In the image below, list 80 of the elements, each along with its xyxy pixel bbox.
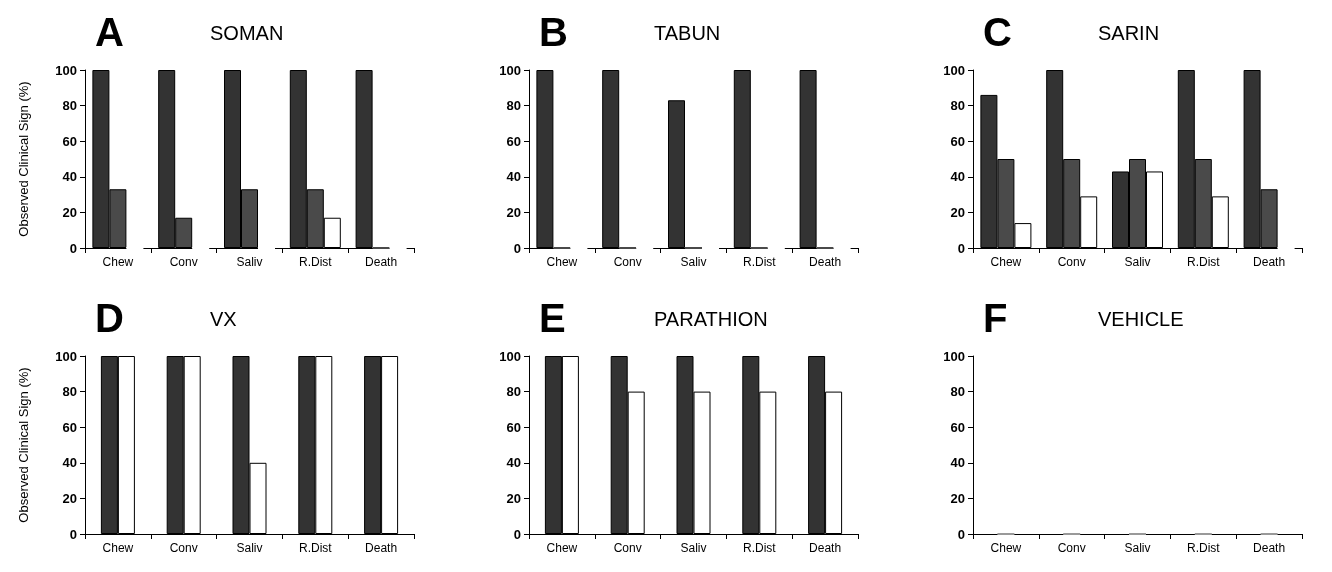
y-tick-label: 60 (506, 133, 521, 149)
y-tick-label: 40 (506, 455, 521, 471)
y-tick-label: 0 (957, 526, 965, 542)
x-tick-label: Death (365, 541, 398, 555)
chart-title: SARIN (1098, 22, 1160, 44)
x-tick-label: Saliv (680, 541, 707, 555)
y-tick-label: 0 (513, 240, 521, 256)
y-tick-label: 0 (69, 240, 77, 256)
y-tick-label: 60 (62, 419, 77, 435)
text: C (983, 10, 1012, 54)
x-tick-label: Conv (1057, 255, 1086, 269)
chart-title: PARATHION (654, 308, 768, 330)
x-tick-label: Conv (169, 541, 198, 555)
y-tick-label: 20 (62, 490, 77, 506)
y-tick-label: 80 (62, 98, 77, 114)
x-tick-label: R.Dist (1186, 255, 1221, 269)
y-tick-label: 40 (950, 455, 965, 471)
x-tick-label: Death (809, 255, 842, 269)
y-tick-label: 40 (506, 169, 521, 185)
y-tick-label: 40 (950, 169, 965, 185)
y-tick-label: 60 (62, 133, 77, 149)
x-tick-label: Conv (613, 541, 642, 555)
y-tick-label: 80 (506, 98, 521, 114)
x-tick-label: R.Dist (298, 541, 333, 555)
y-tick-label: 40 (62, 455, 77, 471)
y-tick-label: 60 (950, 419, 965, 435)
x-tick-label: Death (1253, 541, 1286, 555)
x-tick-label: Chew (990, 541, 1022, 555)
y-tick-label: 20 (950, 204, 965, 220)
x-tick-label: R.Dist (742, 255, 777, 269)
x-tick-label: Death (809, 541, 842, 555)
y-tick-label: 20 (950, 490, 965, 506)
y-tick-label: 60 (950, 133, 965, 149)
y-tick-label: 20 (506, 490, 521, 506)
x-tick-label: Chew (990, 255, 1022, 269)
x-tick-label: Saliv (1124, 541, 1151, 555)
text: F (983, 296, 1008, 340)
y-axis-title: Observed Clinical Sign (%) (16, 81, 31, 237)
x-tick-label: Death (365, 255, 398, 269)
x-tick-label: Saliv (1124, 255, 1151, 269)
y-tick-label: 40 (62, 169, 77, 185)
y-tick-label: 0 (69, 526, 77, 542)
x-tick-label: Saliv (680, 255, 707, 269)
x-tick-label: R.Dist (742, 541, 777, 555)
y-tick-label: 60 (506, 419, 521, 435)
y-tick-label: 80 (950, 384, 965, 400)
y-tick-label: 80 (950, 98, 965, 114)
y-tick-label: 100 (499, 62, 521, 78)
x-tick-label: Death (1253, 255, 1286, 269)
y-tick-label: 100 (499, 348, 521, 364)
y-tick-label: 100 (55, 62, 77, 78)
y-tick-label: 0 (513, 526, 521, 542)
chart-title: VX (210, 308, 237, 330)
x-tick-label: Saliv (236, 541, 263, 555)
y-tick-label: 100 (943, 348, 965, 364)
text: B (539, 10, 568, 54)
y-axis-title: Observed Clinical Sign (%) (16, 367, 31, 523)
x-tick-label: Conv (613, 255, 642, 269)
x-tick-label: Chew (102, 255, 134, 269)
y-tick-label: 20 (506, 204, 521, 220)
text: A (95, 10, 124, 54)
y-tick-label: 20 (62, 204, 77, 220)
y-tick-label: 0 (957, 240, 965, 256)
y-tick-label: 80 (62, 384, 77, 400)
y-tick-label: 80 (506, 384, 521, 400)
y-tick-label: 100 (55, 348, 77, 364)
x-tick-label: Saliv (236, 255, 263, 269)
x-tick-label: Conv (169, 255, 198, 269)
chart-title: SOMAN (210, 22, 284, 44)
chart-title: TABUN (654, 22, 721, 44)
text: D (95, 296, 124, 340)
x-tick-label: Conv (1057, 541, 1086, 555)
x-tick-label: R.Dist (1186, 541, 1221, 555)
chart-title: VEHICLE (1098, 308, 1184, 330)
x-tick-label: Chew (102, 541, 134, 555)
x-tick-label: Chew (546, 255, 578, 269)
x-tick-label: R.Dist (298, 255, 333, 269)
text: E (539, 296, 566, 340)
y-tick-label: 100 (943, 62, 965, 78)
x-tick-label: Chew (546, 541, 578, 555)
